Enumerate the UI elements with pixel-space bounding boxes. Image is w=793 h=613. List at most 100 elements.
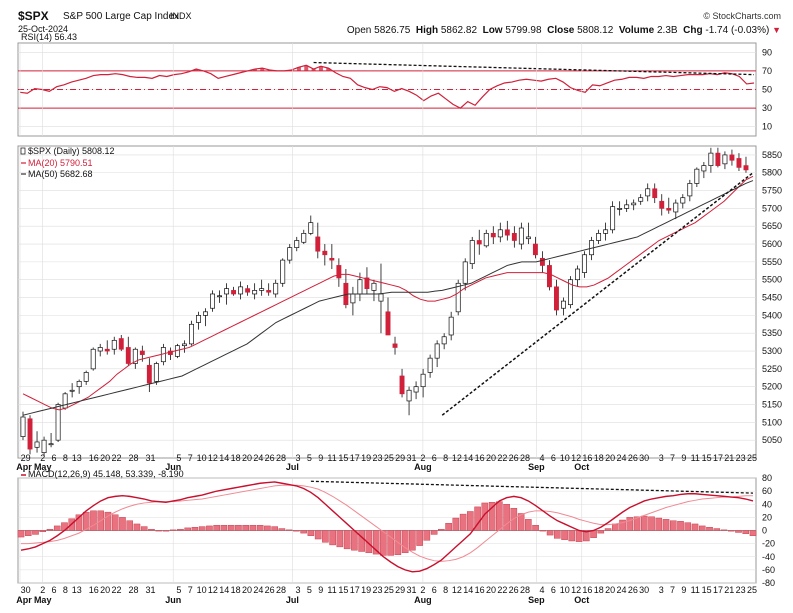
x-day-label-bottom: 7 xyxy=(188,585,193,595)
macd-histogram-bar xyxy=(416,530,423,546)
candle-up xyxy=(196,315,201,323)
x-day-label-bottom: 15 xyxy=(338,585,348,595)
x-day-label-bottom: 17 xyxy=(713,585,723,595)
chg-label: Chg xyxy=(683,25,703,36)
x-month-label-bottom: Jul xyxy=(286,595,299,605)
candle-up xyxy=(568,279,573,306)
candle-down xyxy=(125,347,131,364)
candle-down xyxy=(504,229,510,236)
candle-down xyxy=(476,240,482,245)
macd-histogram-bar xyxy=(539,530,547,532)
candle-down xyxy=(511,233,517,241)
macd-tick-label: -60 xyxy=(762,565,775,575)
macd-histogram-bar xyxy=(46,528,54,531)
candle-up xyxy=(631,202,637,206)
high-value: 5862.82 xyxy=(440,25,478,36)
exchange-label: INDX xyxy=(170,11,192,21)
macd-tick-label: 20 xyxy=(762,512,772,522)
candle-up xyxy=(97,347,103,352)
candle-down xyxy=(652,188,658,199)
macd-tick-label: 60 xyxy=(762,486,772,496)
x-day-label-top: 22 xyxy=(111,453,121,463)
x-month-label-top: Apr xyxy=(16,462,32,472)
x-day-label-bottom: 6 xyxy=(52,585,57,595)
macd-histogram-bar xyxy=(626,517,634,531)
x-day-label-bottom: 5 xyxy=(307,585,312,595)
macd-histogram-bar xyxy=(220,525,228,531)
macd-tick-label: 80 xyxy=(762,473,772,483)
candle-up xyxy=(497,229,503,238)
macd-histogram-bar xyxy=(648,516,655,531)
macd-histogram-bar xyxy=(546,530,554,536)
down-triangle-icon: ▼ xyxy=(772,25,781,35)
candle-up xyxy=(181,343,187,347)
x-day-label-bottom: 28 xyxy=(128,585,138,595)
macd-histogram-bar xyxy=(561,530,568,540)
candle-down xyxy=(27,418,33,450)
macd-histogram-bar xyxy=(184,527,191,531)
x-day-label-bottom: 24 xyxy=(616,585,626,595)
x-day-label-bottom: 16 xyxy=(89,585,99,595)
candle-down xyxy=(118,338,124,350)
x-day-label-bottom: 11 xyxy=(327,585,336,595)
macd-histogram-bar xyxy=(322,530,329,543)
macd-line xyxy=(20,481,754,573)
candle-up xyxy=(462,261,468,284)
candle-up xyxy=(20,416,26,437)
macd-histogram-bar xyxy=(503,504,510,531)
macd-histogram-bar xyxy=(510,507,518,531)
x-day-label-top: 13 xyxy=(72,453,82,463)
x-day-label-bottom: 20 xyxy=(242,585,252,595)
price-tick-label: 5650 xyxy=(762,221,782,231)
candle-up xyxy=(525,236,531,240)
macd-histogram-bar xyxy=(235,525,242,531)
rsi-legend: RSI(14) 56.43 xyxy=(21,32,77,42)
candle-down xyxy=(490,233,496,238)
macd-histogram-bar xyxy=(662,519,670,531)
x-day-label-top: 31 xyxy=(407,453,417,463)
macd-histogram-bar xyxy=(104,511,112,531)
macd-tick-label: -80 xyxy=(762,578,775,588)
x-day-label-top: 6 xyxy=(551,453,556,463)
x-day-label-bottom: 25 xyxy=(384,585,394,595)
ma50-line xyxy=(22,180,754,416)
candle-up xyxy=(722,154,728,165)
x-day-label-top: 28 xyxy=(276,453,286,463)
x-day-label-bottom: 18 xyxy=(594,585,604,595)
chart-date: 25-Oct-2024 xyxy=(18,24,69,34)
candle-up xyxy=(483,233,489,247)
macd-histogram-bar xyxy=(307,530,315,536)
candle-up xyxy=(210,293,215,309)
macd-histogram-bar xyxy=(612,523,619,531)
candle-down xyxy=(546,265,552,288)
rsi-trendline xyxy=(313,61,755,76)
macd-histogram-bar xyxy=(343,530,351,550)
x-month-label-bottom: Oct xyxy=(574,595,589,605)
macd-histogram-bar xyxy=(633,516,641,531)
x-month-label-top: Sep xyxy=(528,462,545,472)
x-day-label-top: 26 xyxy=(628,453,638,463)
candle-up xyxy=(694,168,700,184)
candle-down xyxy=(385,311,391,336)
candle-down xyxy=(743,165,749,171)
x-month-label-bottom: Aug xyxy=(414,595,432,605)
close-label: Close xyxy=(547,25,575,36)
rsi-line xyxy=(19,64,755,109)
macd-histogram-bar xyxy=(119,517,126,531)
macd-histogram-bar xyxy=(735,530,742,533)
x-day-label-bottom: 9 xyxy=(318,585,323,595)
macd-histogram-bar xyxy=(713,528,721,531)
macd-histogram-bar xyxy=(670,520,677,531)
macd-tick-label: -20 xyxy=(762,539,775,549)
x-day-label-top: 2 xyxy=(420,453,425,463)
x-day-label-bottom: 9 xyxy=(681,585,686,595)
candle-up xyxy=(624,204,630,209)
x-day-label-top: 11 xyxy=(327,453,336,463)
candle-up xyxy=(420,373,426,388)
chart-name: S&P 500 Large Cap Index xyxy=(63,11,180,22)
macd-histogram-bar xyxy=(191,527,199,531)
macd-histogram-bar xyxy=(423,530,431,541)
macd-histogram-bar xyxy=(575,530,583,542)
candle-up xyxy=(469,240,475,265)
candle-down xyxy=(715,152,721,166)
